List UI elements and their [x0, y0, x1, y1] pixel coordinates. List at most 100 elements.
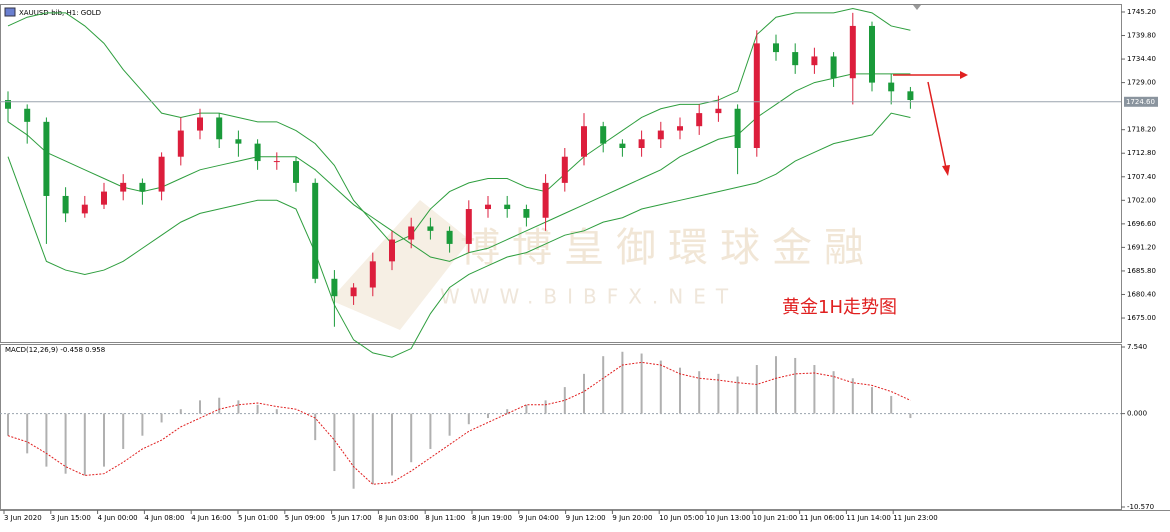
- macd-bar: [659, 360, 662, 414]
- macd-bar: [467, 413, 470, 425]
- macd-bar: [141, 413, 144, 436]
- y-tick-label: 1702.00: [1127, 196, 1156, 204]
- candle-body: [677, 126, 683, 131]
- watermark-url: WWW.BIBFX.NET: [440, 285, 738, 309]
- candle-body: [5, 100, 11, 109]
- watermark-logo: [330, 200, 470, 330]
- macd-bar: [26, 413, 29, 454]
- macd-bar: [256, 404, 259, 414]
- candle-body: [830, 56, 837, 79]
- candle-body: [849, 25, 856, 79]
- macd-bar: [64, 413, 67, 474]
- candle-body: [907, 91, 914, 101]
- macd-bar: [506, 409, 509, 414]
- x-tick-label: 11 Jun 06:00: [800, 514, 844, 522]
- macd-bar: [314, 413, 317, 441]
- y-tick-label: 1707.40: [1127, 173, 1156, 181]
- macd-bar: [333, 413, 336, 472]
- candle-body: [408, 226, 415, 240]
- macd-bar: [179, 409, 182, 414]
- y-tick-label: 1734.40: [1127, 55, 1156, 63]
- x-tick-label: 11 Jun 14:00: [846, 514, 890, 522]
- candle-body: [504, 204, 511, 210]
- macd-bar: [487, 413, 489, 419]
- candle-body: [312, 182, 319, 279]
- x-tick-label: 4 Jun 00:00: [98, 514, 138, 522]
- macd-bar: [602, 356, 605, 414]
- macd-bar: [448, 413, 451, 436]
- candle-body: [446, 230, 453, 244]
- macd-bar: [698, 371, 701, 414]
- macd-bar: [237, 400, 240, 414]
- macd-bar: [160, 413, 163, 423]
- x-tick-label: 4 Jun 08:00: [144, 514, 184, 522]
- macd-bar: [871, 387, 873, 414]
- macd-bar: [621, 351, 624, 414]
- candle-body: [485, 204, 491, 210]
- y-tick-label: 1745.20: [1127, 8, 1156, 16]
- candle-body: [753, 43, 760, 148]
- y-tick-label: 0.000: [1127, 410, 1147, 418]
- candle-body: [331, 278, 338, 297]
- candle-body: [235, 139, 242, 144]
- bollinger-upper: [7, 7, 911, 245]
- candle-body: [101, 191, 107, 205]
- candle-body: [792, 52, 799, 66]
- x-tick-label: 10 Jun 05:00: [659, 514, 703, 522]
- candle-body: [197, 117, 203, 131]
- y-tick-label: 1685.80: [1127, 267, 1156, 275]
- candle-body: [523, 209, 530, 218]
- price-panel-frame: [0, 4, 1122, 343]
- candle-body: [350, 287, 357, 297]
- candle-body: [293, 161, 299, 183]
- bollinger-middle: [7, 73, 911, 262]
- candle-body: [81, 204, 88, 214]
- macd-bar: [736, 376, 739, 414]
- macd-bar: [371, 413, 374, 485]
- macd-bar: [755, 365, 758, 414]
- macd-bar: [775, 356, 777, 414]
- macd-bar: [410, 413, 413, 463]
- macd-bar: [218, 397, 221, 414]
- symbol-icon: [4, 7, 16, 17]
- bollinger-lower: [7, 112, 911, 358]
- x-tick-label: 10 Jun 21:00: [753, 514, 797, 522]
- arrow-head: [960, 71, 968, 79]
- arrows: [893, 5, 968, 176]
- macd-bar: [851, 378, 854, 414]
- x-tick-label: 3 Jun 15:00: [51, 514, 91, 522]
- macd-bar: [391, 413, 393, 476]
- x-tick-label: 3 Jun 2020: [4, 514, 42, 522]
- shift-marker: [913, 5, 921, 10]
- candle-body: [600, 126, 607, 144]
- y-tick-label: 1718.20: [1127, 126, 1156, 134]
- x-tick-label: 8 Jun 19:00: [472, 514, 512, 522]
- y-tick-label: 1739.80: [1127, 32, 1156, 40]
- macd-bar: [890, 395, 893, 414]
- candle-body: [254, 143, 261, 162]
- candle-body: [43, 121, 50, 196]
- x-tick-label: 5 Jun 09:00: [285, 514, 325, 522]
- x-tick-label: 5 Jun 01:00: [238, 514, 278, 522]
- y-tick-label: 1691.20: [1127, 243, 1156, 251]
- x-tick-label: 5 Jun 17:00: [332, 514, 372, 522]
- macd-bar: [679, 367, 681, 414]
- candle-body: [869, 25, 875, 83]
- x-tick-label: 8 Jun 11:00: [425, 514, 465, 522]
- x-tick-label: 9 Jun 20:00: [612, 514, 652, 522]
- x-tick-label: 9 Jun 12:00: [566, 514, 606, 522]
- macd-title: MACD(12,26,9) -0.458 0.958: [5, 346, 105, 354]
- watermark-text: 博博皇御環球金融: [460, 225, 876, 271]
- macd-bar: [640, 353, 643, 414]
- macd-bar: [544, 400, 547, 414]
- watermark: 博博皇御環球金融 WWW.BIBFX.NET: [330, 200, 876, 330]
- candle-body: [773, 43, 779, 53]
- candle-body: [696, 113, 703, 127]
- candle-body: [715, 108, 722, 114]
- candle-body: [216, 117, 223, 140]
- y-tick-label: 1729.00: [1127, 79, 1156, 87]
- y-tick-label: 1675.00: [1127, 314, 1156, 322]
- x-tick-label: 10 Jun 13:00: [706, 514, 750, 522]
- x-tick-label: 4 Jun 16:00: [191, 514, 231, 522]
- macd-bar: [909, 413, 912, 419]
